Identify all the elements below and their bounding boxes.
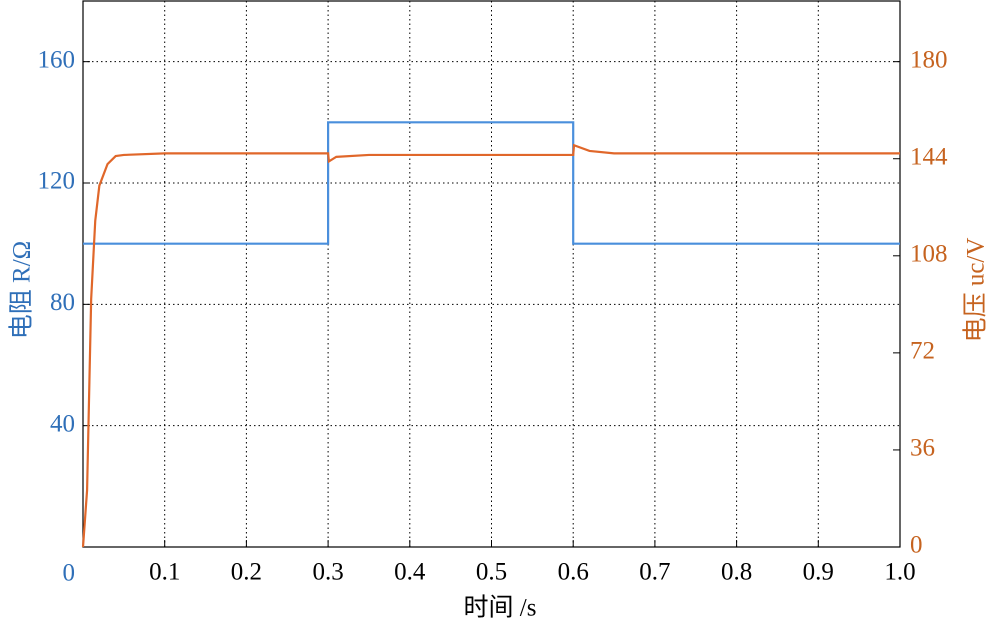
x-tick-label: 0.7: [639, 559, 670, 586]
x-tick-label: 0.5: [476, 559, 507, 586]
x-tick-label: 0.1: [149, 559, 180, 586]
y-tick-label: 80: [50, 289, 75, 316]
x-tick-label: 0.4: [394, 559, 426, 586]
y-tick-label: 0: [63, 560, 76, 587]
x-tick-label: 0.6: [558, 559, 589, 586]
x-tick-label: 0.9: [803, 559, 834, 586]
x-tick-label: 0.3: [312, 559, 343, 586]
y-axis-label: 电阻 R/Ω: [8, 241, 36, 339]
x-tick-label: 1.0: [884, 559, 915, 586]
x-tick-label: 0.2: [231, 559, 262, 586]
data-line: [83, 121, 900, 245]
y2-axis-label: 电压 uc/V: [962, 238, 990, 343]
y2-tick-label: 144: [910, 143, 948, 170]
x-axis-label: 时间 /s: [464, 594, 537, 622]
y-tick-label: 160: [38, 46, 76, 73]
y2-tick-label: 72: [910, 338, 935, 365]
y2-tick-label: 36: [910, 435, 935, 462]
x-tick-label: 0.8: [721, 559, 752, 586]
data-line: [81, 143, 900, 548]
y2-tick-label: 108: [910, 241, 948, 268]
y-tick-label: 40: [50, 410, 75, 437]
y-tick-label: 120: [38, 168, 76, 195]
y2-tick-label: 180: [910, 46, 948, 73]
y2-tick-label: 0: [910, 532, 923, 559]
